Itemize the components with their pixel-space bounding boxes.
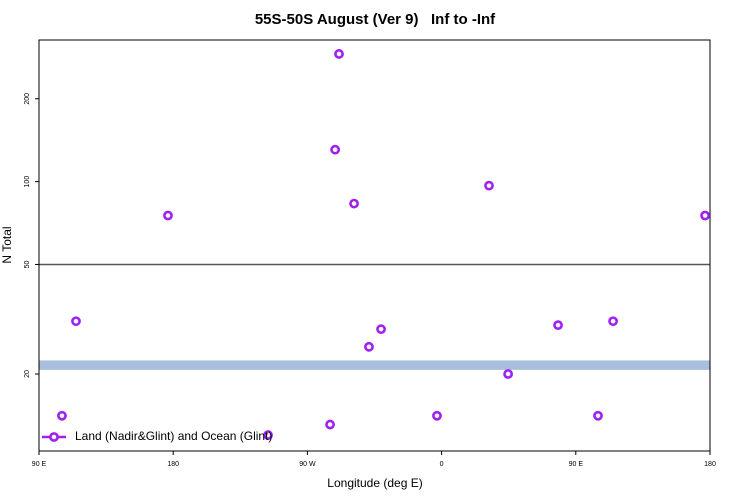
point	[330, 144, 341, 155]
y-tick-label: 50	[24, 260, 31, 268]
point	[325, 419, 335, 430]
point	[593, 410, 603, 421]
x-tick-label: 90 E	[32, 461, 47, 468]
y-tick-label: 100	[24, 176, 31, 188]
legend-label: Land (Nadir&Glint) and Ocean (Glint)	[75, 429, 272, 443]
x-tick-label: 0	[440, 461, 444, 468]
point	[484, 180, 494, 191]
point	[263, 430, 273, 440]
x-tick-label: 180	[704, 461, 716, 468]
point	[364, 341, 374, 352]
point	[349, 198, 359, 209]
x-tick-label: 90 E	[569, 461, 584, 468]
band	[39, 360, 710, 370]
point	[432, 410, 442, 421]
x-axis-label: Longitude (deg E)	[327, 476, 422, 490]
x-tick-label: 180	[167, 461, 179, 468]
y-tick-label: 200	[24, 93, 31, 105]
plot-frame	[38, 39, 711, 452]
point	[700, 210, 710, 221]
point	[57, 410, 67, 421]
point	[334, 49, 344, 59]
y-axis-label: N Total	[0, 226, 14, 263]
point	[71, 316, 81, 327]
legend-marker	[49, 432, 59, 442]
x-tick-label: 90 W	[299, 461, 316, 468]
y-tick-label: 20	[24, 370, 31, 378]
chart-title: 55S-50S August (Ver 9) Inf to -Inf	[255, 11, 496, 28]
point	[553, 320, 563, 331]
point	[376, 324, 386, 335]
point	[608, 316, 618, 327]
point	[163, 210, 173, 221]
point	[503, 369, 514, 379]
